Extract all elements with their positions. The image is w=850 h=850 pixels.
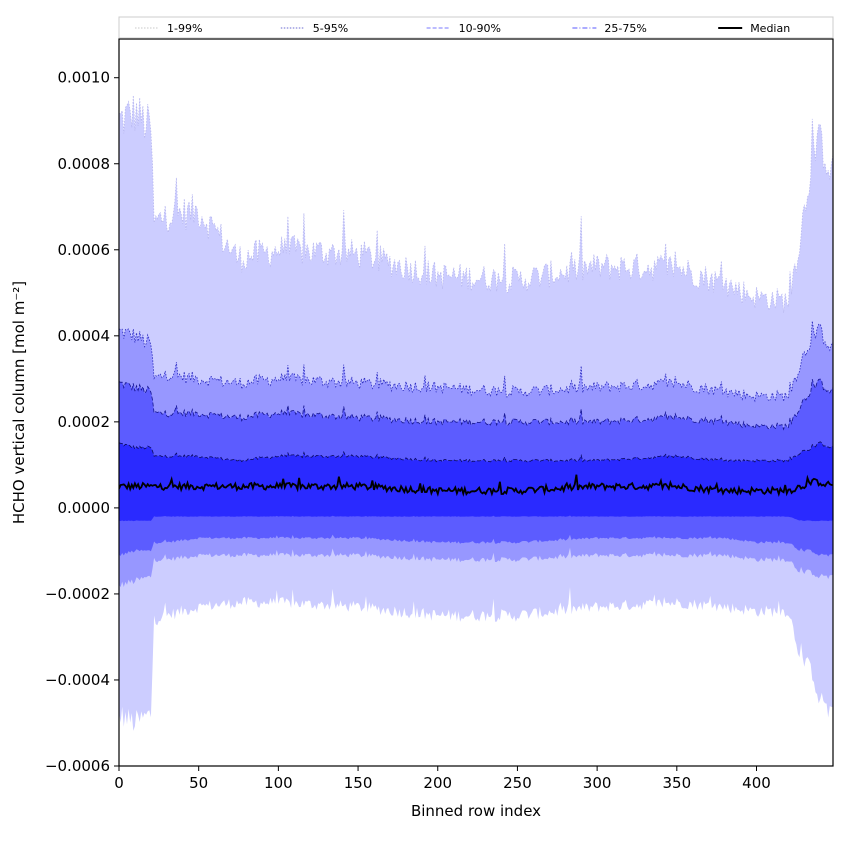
x-tick-label: 150 bbox=[344, 774, 373, 792]
y-tick-label: −0.0002 bbox=[45, 585, 110, 603]
band-25-75% bbox=[119, 441, 833, 522]
legend-label: 5-95% bbox=[313, 22, 348, 35]
x-tick-label: 50 bbox=[189, 774, 208, 792]
x-tick-label: 300 bbox=[583, 774, 612, 792]
x-tick-label: 200 bbox=[423, 774, 452, 792]
band-upper-line-1-99% bbox=[119, 95, 833, 313]
legend-box bbox=[118, 16, 834, 39]
y-tick-label: 0.0002 bbox=[58, 413, 111, 431]
x-tick-label: 400 bbox=[742, 774, 771, 792]
y-tick-label: 0.0004 bbox=[58, 327, 111, 345]
legend-label: 10-90% bbox=[459, 22, 501, 35]
median-line bbox=[119, 474, 833, 498]
y-tick-label: 0.0000 bbox=[58, 499, 111, 517]
x-tick-label: 350 bbox=[662, 774, 691, 792]
legend-label: Median bbox=[750, 22, 790, 35]
y-tick-label: 0.0008 bbox=[58, 155, 111, 173]
plot-frame bbox=[118, 38, 834, 767]
x-axis-label: Binned row index bbox=[411, 802, 541, 820]
y-tick-label: −0.0006 bbox=[45, 757, 110, 775]
y-tick-label: 0.0006 bbox=[58, 241, 111, 259]
legend-label: 25-75% bbox=[604, 22, 646, 35]
band-upper-line-5-95% bbox=[119, 321, 833, 403]
x-tick-label: 0 bbox=[114, 774, 124, 792]
x-axis: 0 50 100 150 200 250 300 350 400 bbox=[114, 766, 771, 792]
plot-area bbox=[119, 95, 833, 731]
legend: 1-99% 5-95% 10-90% 25-75% Median bbox=[118, 16, 834, 39]
y-axis-label: HCHO vertical column [mol m⁻²] bbox=[10, 281, 28, 524]
x-tick-label: 250 bbox=[503, 774, 532, 792]
y-tick-label: 0.0010 bbox=[58, 69, 111, 87]
x-tick-label: 100 bbox=[264, 774, 293, 792]
band-upper-line-10-90% bbox=[119, 378, 833, 431]
y-axis: −0.0006 −0.0004 −0.0002 0.0000 0.0002 0.0004 0… bbox=[45, 69, 119, 775]
legend-label: 1-99% bbox=[167, 22, 202, 35]
band-upper-line-25-75% bbox=[119, 441, 833, 463]
y-tick-label: −0.0004 bbox=[45, 671, 110, 689]
